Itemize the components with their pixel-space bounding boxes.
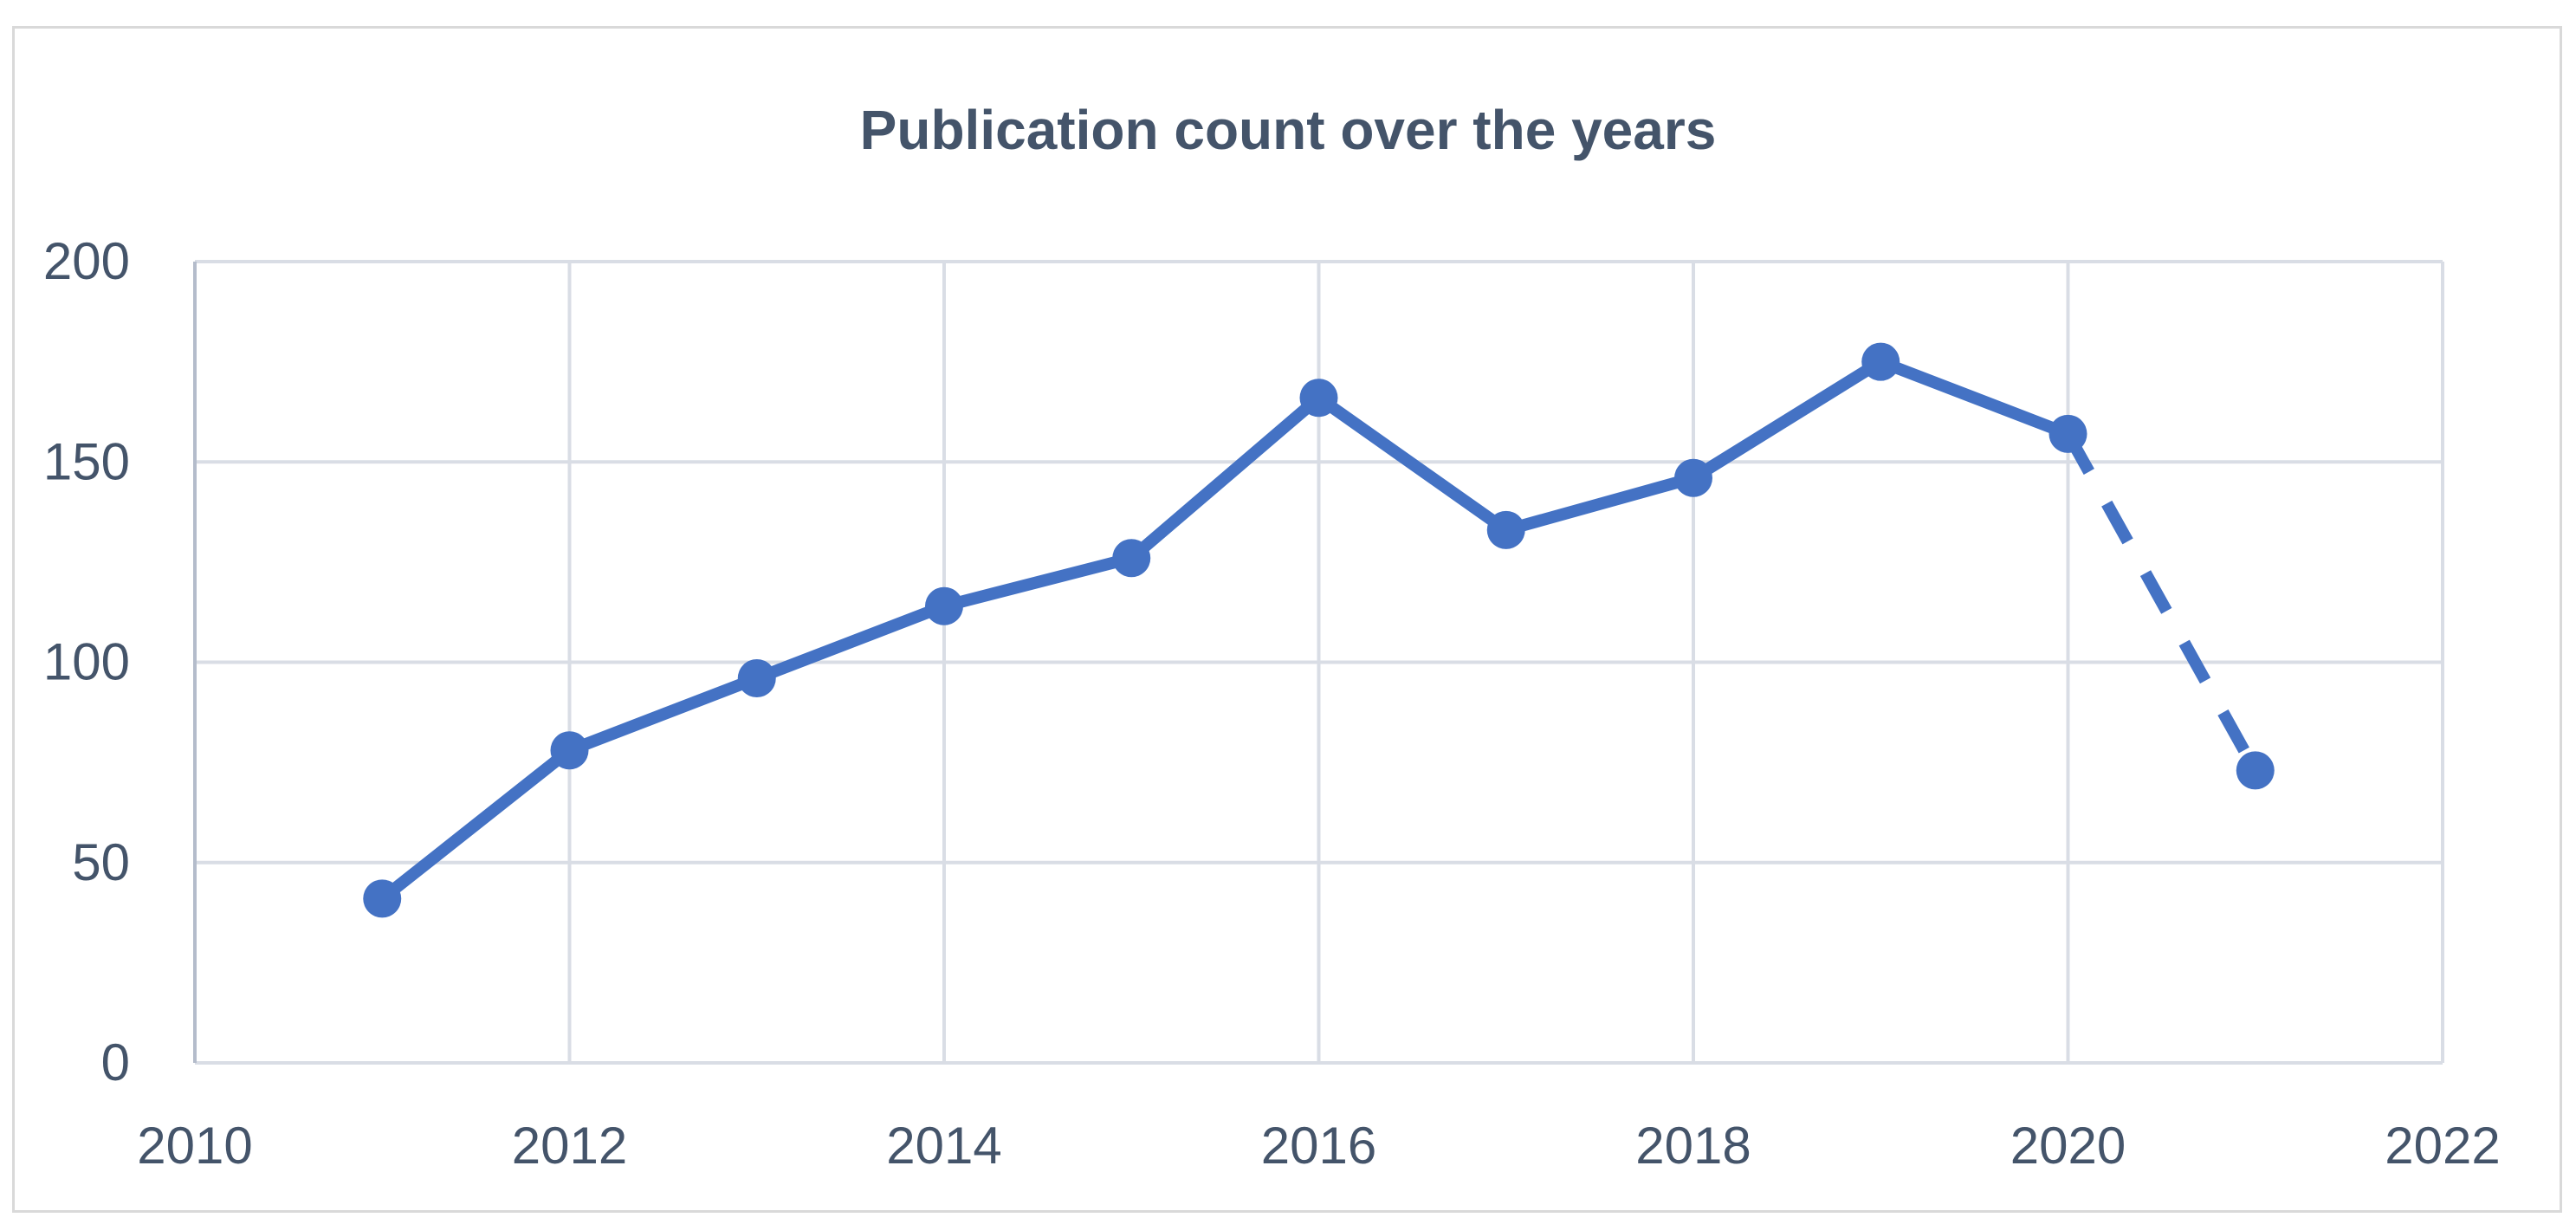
axis-layer [193, 262, 2443, 1065]
x-tick-label: 2012 [512, 1117, 627, 1175]
y-tick-label: 200 [43, 232, 130, 290]
data-point [1112, 539, 1151, 578]
y-tick-label: 0 [101, 1033, 130, 1091]
chart-frame [12, 26, 2562, 1213]
tick-layer: 0 50 100 150 200 2010 2012 2014 2016 2018 2020 2022 [43, 232, 2501, 1175]
data-point [737, 659, 776, 697]
series-layer [363, 342, 2275, 918]
data-point [2049, 414, 2087, 453]
data-point [363, 879, 402, 918]
data-point [550, 731, 589, 770]
x-tick-label: 2016 [1261, 1117, 1376, 1175]
y-tick-label: 150 [43, 432, 130, 490]
data-point [925, 586, 963, 625]
data-point [1674, 458, 1712, 497]
y-tick-label: 100 [43, 633, 130, 691]
x-tick-label: 2022 [2385, 1117, 2500, 1175]
y-tick-label: 50 [72, 833, 130, 891]
series-line-dashed [2062, 431, 2261, 774]
series-line-solid [376, 355, 2074, 905]
grid-layer [195, 260, 2444, 1063]
data-point [1299, 379, 1338, 418]
chart-title: Publication count over the years [860, 99, 1717, 161]
x-tick-label: 2020 [2010, 1117, 2126, 1175]
x-tick-label: 2010 [137, 1117, 252, 1175]
x-tick-label: 2014 [886, 1117, 1001, 1175]
x-tick-label: 2018 [1635, 1117, 1751, 1175]
data-point [1861, 342, 1900, 381]
data-point [1486, 510, 1525, 549]
data-point [2236, 751, 2275, 790]
